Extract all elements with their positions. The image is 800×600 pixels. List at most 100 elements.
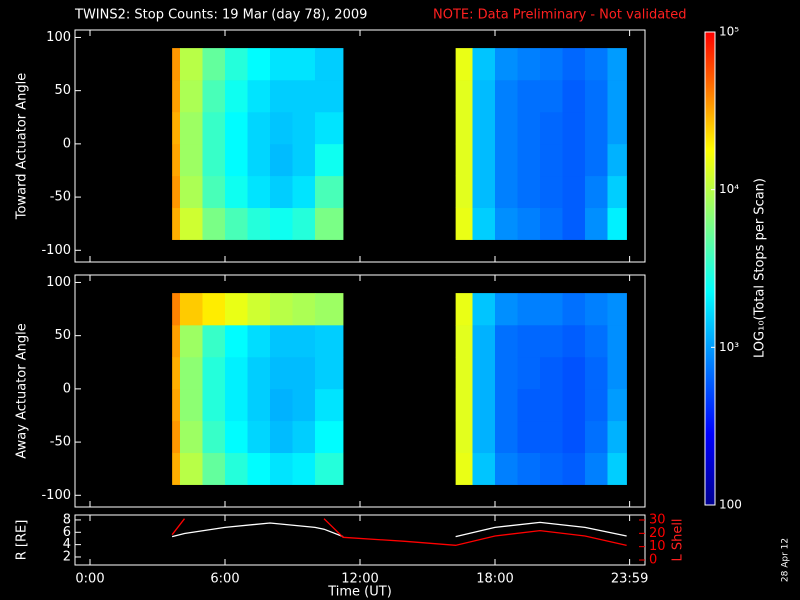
heatmap-cell	[472, 420, 496, 454]
heatmap-cell	[180, 325, 203, 358]
heatmap-cell	[270, 143, 293, 177]
heatmap-cell	[607, 420, 627, 454]
heatmap-cell	[172, 207, 181, 240]
heatmap-cell	[172, 80, 181, 113]
heatmap-cell	[495, 80, 518, 113]
heatmap-cell	[607, 452, 627, 485]
heatmap-cell	[315, 80, 344, 113]
heatmap-cell	[562, 111, 586, 145]
y-tick-label: -50	[50, 190, 71, 205]
heatmap-cell	[585, 207, 608, 240]
heatmap-cell	[455, 452, 473, 485]
heatmap-cell	[517, 111, 541, 145]
heatmap-cell	[455, 175, 473, 209]
y-tick-label: 20	[649, 526, 666, 541]
colorbar-label: LOG₁₀(Total Stops per Scan)	[753, 178, 768, 358]
heatmap-cell	[172, 325, 181, 358]
colorbar-tick-label: 10⁴	[719, 182, 739, 196]
line-series	[171, 518, 627, 546]
y-tick-label: 6	[63, 525, 71, 540]
heatmap-cell	[315, 388, 344, 422]
y-tick-label: -50	[50, 435, 71, 450]
date-stamp: 28 Apr 12	[781, 538, 791, 582]
heatmap-cell	[225, 325, 248, 358]
heatmap-cell	[562, 175, 586, 209]
heatmap-cell	[225, 80, 248, 113]
heatmap-cell	[292, 111, 316, 145]
colorbar-tick-label: 100	[719, 498, 742, 512]
heatmap-cell	[472, 48, 496, 81]
colorbar-tick-label: 10⁵	[719, 25, 739, 39]
heatmap-cell	[202, 111, 226, 145]
heatmap-cell	[540, 325, 563, 358]
heatmap-cell	[540, 452, 563, 485]
heatmap-cell	[202, 293, 226, 326]
heatmap-cell	[270, 111, 293, 145]
heatmap-cell	[585, 452, 608, 485]
heatmap-cell	[270, 388, 293, 422]
heatmap-cell	[472, 452, 496, 485]
heatmap-cell	[247, 48, 271, 81]
heatmap-cell	[455, 388, 473, 422]
heatmap-cell	[495, 207, 518, 240]
heatmap-cell	[540, 111, 563, 145]
heatmap-cell	[562, 356, 586, 390]
y-tick-label: 50	[54, 328, 71, 343]
heatmap-cell	[517, 143, 541, 177]
heatmap-cell	[495, 388, 518, 422]
heatmap-cell	[202, 143, 226, 177]
x-tick-label: 6:00	[210, 572, 239, 587]
heatmap-cell	[247, 356, 271, 390]
heatmap-cell	[315, 143, 344, 177]
y-tick-label: 10	[649, 539, 666, 554]
heatmap-cell	[315, 293, 344, 326]
heatmap-cell	[472, 175, 496, 209]
heatmap-cell	[495, 111, 518, 145]
heatmap-cell	[607, 111, 627, 145]
heatmap-cell	[202, 325, 226, 358]
heatmap-cell	[495, 325, 518, 358]
heatmap-cell	[202, 388, 226, 422]
heatmap-cell	[270, 207, 293, 240]
heatmap-cell	[455, 143, 473, 177]
heatmap-cell	[562, 452, 586, 485]
heatmap-cell	[202, 80, 226, 113]
heatmap-cell	[562, 388, 586, 422]
heatmap-cell	[247, 452, 271, 485]
heatmap-cell	[315, 356, 344, 390]
heatmap-cell	[270, 80, 293, 113]
heatmap-cell	[315, 452, 344, 485]
y-tick-label: 50	[54, 83, 71, 98]
heatmap-cell	[225, 48, 248, 81]
heatmap-cell	[472, 111, 496, 145]
heatmap-cell	[315, 207, 344, 240]
heatmap-cell	[585, 356, 608, 390]
heatmap-cell	[540, 388, 563, 422]
heatmap-cell	[180, 356, 203, 390]
heatmap-cell	[315, 48, 344, 81]
heatmap-cell	[202, 420, 226, 454]
heatmap-cell	[247, 420, 271, 454]
heatmap-cell	[270, 325, 293, 358]
heatmap-cell	[455, 293, 473, 326]
heatmap-cell	[225, 207, 248, 240]
heatmap-cell	[495, 143, 518, 177]
heatmap-cell	[172, 452, 181, 485]
heatmap-cell	[562, 207, 586, 240]
heatmap-cell	[225, 111, 248, 145]
heatmap-cell	[540, 48, 563, 81]
heatmap-cell	[225, 143, 248, 177]
heatmap-cell	[455, 356, 473, 390]
heatmap-cell	[225, 420, 248, 454]
heatmap-cell	[292, 452, 316, 485]
heatmap-cell	[315, 325, 344, 358]
heatmap-cell	[472, 293, 496, 326]
heatmap-cell	[455, 325, 473, 358]
note: NOTE: Data Preliminary - Not validated	[433, 8, 687, 23]
heatmap-cell	[180, 452, 203, 485]
heatmap-cell	[585, 175, 608, 209]
y-axis-label: R [RE]	[15, 520, 30, 561]
heatmap-cell	[172, 293, 181, 326]
heatmap-cell	[455, 80, 473, 113]
heatmap-cell	[540, 207, 563, 240]
